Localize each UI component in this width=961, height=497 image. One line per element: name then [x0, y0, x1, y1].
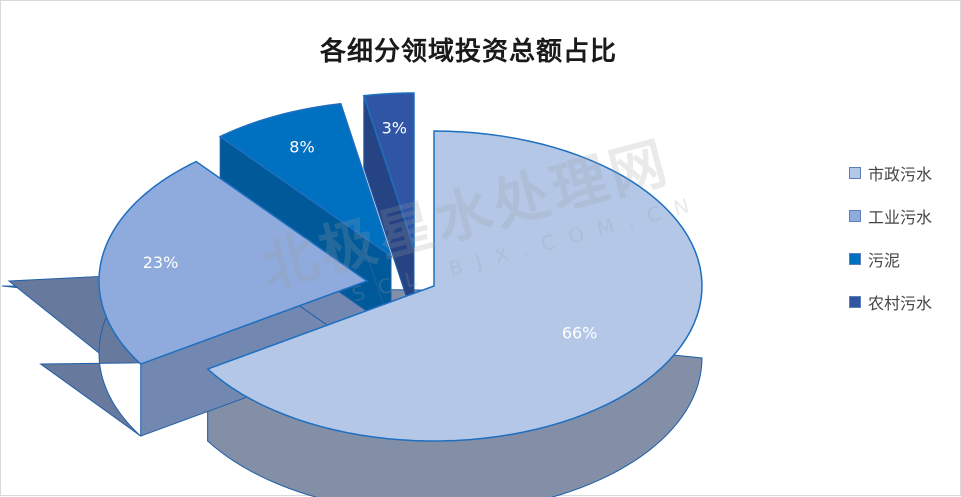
- slice-污泥-top: [218, 102, 393, 258]
- slice-工业污水-top: [98, 160, 369, 365]
- pie-tops: [98, 92, 703, 442]
- data-label-农村污水: 3%: [382, 119, 407, 138]
- data-label-市政污水: 66%: [562, 323, 598, 342]
- legend-item: 工业污水: [849, 204, 932, 227]
- data-label-工业污水: 23%: [143, 253, 179, 272]
- legend-item: 污泥: [849, 247, 932, 270]
- legend-label: 污泥: [868, 250, 901, 270]
- data-label-污泥: 8%: [289, 138, 314, 157]
- pie-labels: 66% 23% 8% 3%: [143, 119, 598, 343]
- legend-label: 市政污水: [868, 164, 933, 184]
- legend-label: 农村污水: [868, 293, 933, 313]
- slice-农村污水-top: [362, 92, 415, 249]
- legend-swatch: [849, 209, 861, 222]
- chart-legend: 市政污水工业污水污泥农村污水: [849, 161, 932, 333]
- legend-swatch: [849, 295, 861, 308]
- legend-item: 农村污水: [849, 290, 932, 313]
- legend-item: 市政污水: [849, 161, 932, 184]
- legend-label: 工业污水: [868, 207, 933, 227]
- legend-swatch: [849, 252, 861, 265]
- chart-title: 各细分领域投资总额占比: [319, 37, 617, 67]
- slice-市政污水-top: [206, 130, 703, 442]
- legend-swatch: [849, 166, 861, 179]
